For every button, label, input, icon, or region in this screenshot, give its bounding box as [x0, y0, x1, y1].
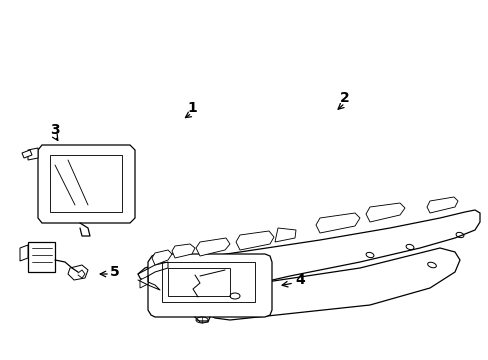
Polygon shape: [68, 265, 88, 280]
Text: 5: 5: [110, 265, 120, 279]
Polygon shape: [140, 276, 148, 288]
Polygon shape: [28, 148, 38, 160]
Polygon shape: [365, 203, 404, 222]
Polygon shape: [152, 250, 172, 265]
Polygon shape: [168, 268, 229, 296]
Text: 3: 3: [50, 123, 60, 137]
Polygon shape: [28, 242, 55, 272]
Polygon shape: [426, 197, 457, 213]
Polygon shape: [50, 155, 122, 212]
Text: 1: 1: [187, 101, 197, 115]
Polygon shape: [196, 238, 229, 256]
Text: 2: 2: [340, 91, 349, 105]
Polygon shape: [172, 244, 195, 258]
Polygon shape: [138, 210, 479, 302]
Polygon shape: [315, 213, 359, 233]
Polygon shape: [38, 145, 135, 223]
Polygon shape: [236, 231, 273, 250]
Polygon shape: [22, 150, 32, 158]
Polygon shape: [274, 228, 295, 242]
Polygon shape: [20, 245, 28, 261]
Polygon shape: [162, 262, 254, 302]
Text: 4: 4: [295, 273, 304, 287]
Polygon shape: [148, 254, 271, 317]
Polygon shape: [200, 248, 459, 320]
